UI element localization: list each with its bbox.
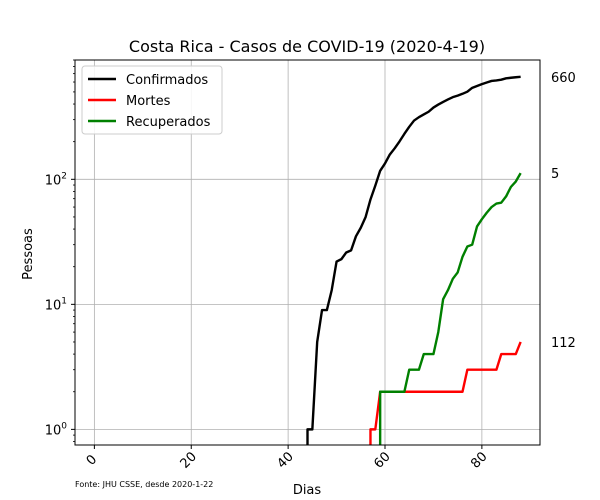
y-tick-base: 10 <box>45 173 62 188</box>
end-label-recuperados: 5 <box>551 167 559 182</box>
source-note: Fonte: JHU CSSE, desde 2020-1-22 <box>75 480 213 489</box>
end-label-confirmados: 660 <box>551 71 576 86</box>
x-tick-label: 40 <box>274 449 296 471</box>
series-layer <box>306 75 522 446</box>
series-line-recuperados <box>378 172 522 446</box>
series-line-confirmados <box>306 75 521 445</box>
x-axis-label: Dias <box>293 483 322 498</box>
x-tick-label: 80 <box>468 449 490 471</box>
y-tick-exponent: 1 <box>61 296 67 306</box>
plot-area <box>74 59 541 446</box>
legend-label: Recuperados <box>126 115 211 130</box>
end-label-mortes: 112 <box>551 336 576 351</box>
y-tick-label: 102 <box>45 171 67 188</box>
legend-box <box>81 65 223 135</box>
x-tick-label: 60 <box>371 449 393 471</box>
y-tick-exponent: 0 <box>61 421 67 431</box>
x-axis-ticks: 0 20 40 60 80 <box>84 445 491 472</box>
legend-label: Mortes <box>126 94 171 109</box>
y-tick-label: 100 <box>45 421 68 438</box>
legend-label: Confirmados <box>126 73 208 88</box>
y-tick-label: 101 <box>45 296 67 313</box>
y-tick-base: 10 <box>45 298 62 313</box>
x-tick-label: 20 <box>178 449 200 471</box>
chart-title: Costa Rica - Casos de COVID-19 (2020-4-1… <box>129 37 485 56</box>
end-value-labels: 660 112 5 <box>551 71 576 351</box>
y-tick-base: 10 <box>45 423 62 438</box>
x-tick-label: 0 <box>84 452 100 468</box>
legend: Confirmados Mortes Recuperados <box>81 65 223 135</box>
y-axis-label: Pessoas <box>21 228 36 280</box>
y-tick-exponent: 2 <box>61 171 67 181</box>
